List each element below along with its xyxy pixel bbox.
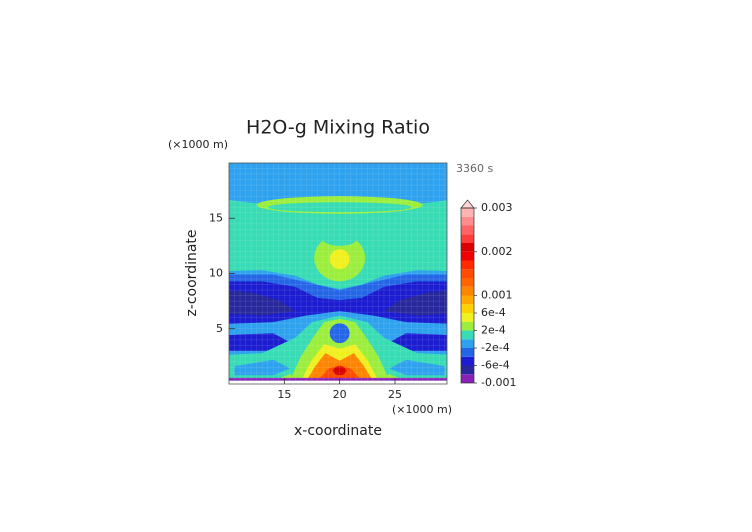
colorbar-segment — [461, 243, 474, 252]
colorbar-tick-label: 6e-4 — [481, 306, 506, 319]
colorbar-segment — [461, 260, 474, 270]
colorbar-segment — [461, 216, 474, 226]
colorbar-segment — [461, 278, 474, 287]
colorbar-tick-label: 2e-4 — [481, 324, 506, 337]
contour-region — [329, 249, 350, 270]
contour-region — [333, 366, 347, 376]
contour-region — [383, 290, 447, 316]
ground — [229, 380, 447, 384]
colorbar-tick-label: -0.001 — [481, 376, 516, 389]
colorbar-segment — [461, 269, 474, 278]
x-tick-label: 20 — [333, 388, 347, 401]
x-unit: (×1000 m) — [392, 403, 452, 416]
colorbar-tick-label: -2e-4 — [481, 341, 510, 354]
colorbar-segment — [461, 339, 474, 348]
y-axis-label: z-coordinate — [184, 229, 200, 316]
contour-region — [229, 281, 447, 324]
contour-region — [229, 377, 447, 381]
y-tick-label: 15 — [209, 211, 223, 224]
colorbar-segment — [461, 251, 474, 261]
colorbar-segment — [461, 321, 474, 331]
colorbar-segment — [461, 313, 474, 322]
contour-region — [321, 230, 358, 246]
chart-title: H2O-g Mixing Ratio — [246, 117, 430, 139]
colorbar-segment — [461, 356, 474, 366]
colorbar-segment — [461, 208, 474, 217]
colorbar-segment — [461, 286, 474, 296]
x-tick-label: 25 — [388, 388, 402, 401]
colorbar-segment — [461, 330, 474, 340]
contour-region — [389, 359, 445, 376]
colorbar-segment — [461, 304, 474, 313]
colorbar-segment — [461, 225, 474, 235]
colorbar-segment — [461, 295, 474, 305]
x-tick-label: 15 — [277, 388, 291, 401]
colorbar-tick-label: 0.002 — [481, 245, 513, 258]
y-tick-label: 5 — [216, 322, 223, 335]
colorbar-segment — [461, 348, 474, 357]
y-tick-label: 10 — [209, 267, 223, 280]
colorbar-segment — [461, 365, 474, 375]
time-label: 3360 s — [456, 162, 493, 175]
colorbar-extend — [460, 199, 475, 209]
y-unit: (×1000 m) — [168, 138, 228, 151]
contour-region — [229, 274, 447, 300]
colorbar-tick-label: 0.001 — [481, 289, 513, 302]
contour-region — [234, 359, 290, 376]
contour-region — [229, 290, 296, 316]
colorbar-segment — [461, 234, 474, 243]
x-axis-label: x-coordinate — [294, 423, 382, 439]
contour-region — [329, 323, 350, 344]
colorbar-tick-label: 0.003 — [481, 201, 513, 214]
colorbar-tick-label: -6e-4 — [481, 359, 510, 372]
field — [229, 163, 447, 384]
contour-region — [267, 202, 412, 213]
colorbar-segment — [461, 374, 474, 383]
